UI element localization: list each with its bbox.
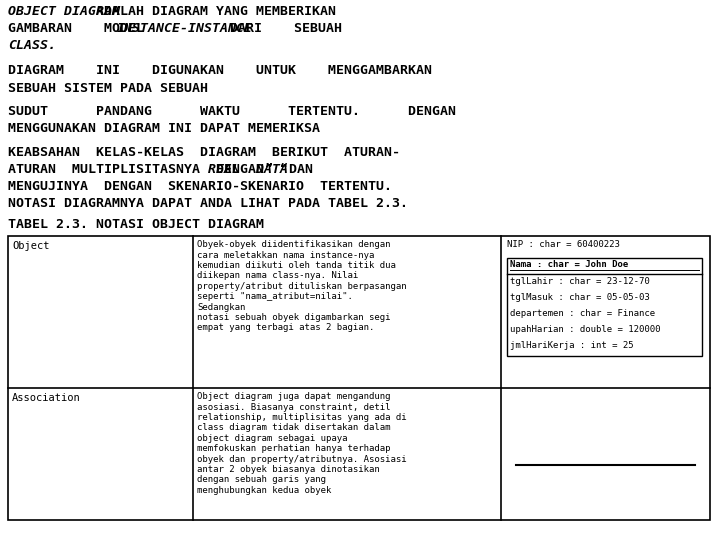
Text: tglLahir : char = 23-12-70: tglLahir : char = 23-12-70	[510, 277, 649, 286]
Text: NOTASI DIAGRAMNYA DAPAT ANDA LIHAT PADA TABEL 2.3.: NOTASI DIAGRAMNYA DAPAT ANDA LIHAT PADA …	[8, 197, 408, 210]
Text: Association: Association	[12, 393, 81, 403]
Text: Obyek-obyek diidentifikasikan dengan
cara meletakkan nama instance-nya
kemudian : Obyek-obyek diidentifikasikan dengan car…	[197, 240, 407, 333]
Text: SUDUT      PANDANG      WAKTU      TERTENTU.      DENGAN: SUDUT PANDANG WAKTU TERTENTU. DENGAN	[8, 105, 456, 118]
Text: tglMasuk : char = 05-05-03: tglMasuk : char = 05-05-03	[510, 293, 649, 302]
Text: MENGGUNAKAN DIAGRAM INI DAPAT MEMERIKSA: MENGGUNAKAN DIAGRAM INI DAPAT MEMERIKSA	[8, 122, 320, 136]
Text: NIP : char = 60400223: NIP : char = 60400223	[507, 240, 620, 249]
Text: SEBUAH SISTEM PADA SEBUAH: SEBUAH SISTEM PADA SEBUAH	[8, 82, 208, 94]
Text: KEABSAHAN  KELAS-KELAS  DIAGRAM  BERIKUT  ATURAN-: KEABSAHAN KELAS-KELAS DIAGRAM BERIKUT AT…	[8, 146, 400, 159]
Text: jmlHariKerja : int = 25: jmlHariKerja : int = 25	[510, 341, 634, 350]
Text: DIAGRAM    INI    DIGUNAKAN    UNTUK    MENGGAMBARKAN: DIAGRAM INI DIGUNAKAN UNTUK MENGGAMBARKA…	[8, 64, 432, 78]
Text: departemen : char = Finance: departemen : char = Finance	[510, 309, 655, 318]
Bar	[8, 236, 710, 520]
Text: ”  DAN: ” DAN	[265, 163, 313, 176]
Bar	[507, 258, 702, 356]
Text: DARI    SEBUAH: DARI SEBUAH	[214, 22, 341, 35]
Text: upahHarian : double = 120000: upahHarian : double = 120000	[510, 325, 660, 334]
Text: ADALAH DIAGRAM YANG MEMBERIKAN: ADALAH DIAGRAM YANG MEMBERIKAN	[88, 5, 336, 18]
Text: CLASS.: CLASS.	[8, 39, 56, 52]
Text: Object: Object	[12, 241, 50, 251]
Text: MENGUJINYA  DENGAN  SKENARIO-SKENARIO  TERTENTU.: MENGUJINYA DENGAN SKENARIO-SKENARIO TERT…	[8, 180, 392, 193]
Text: REAL  DATA: REAL DATA	[208, 163, 288, 176]
Text: Nama : char = John Doe: Nama : char = John Doe	[510, 260, 629, 269]
Text: TABEL 2.3. NOTASI OBJECT DIAGRAM: TABEL 2.3. NOTASI OBJECT DIAGRAM	[8, 218, 264, 231]
Text: Object diagram juga dapat mengandung
asosiasi. Biasanya constraint, detil
relati: Object diagram juga dapat mengandung aso…	[197, 392, 407, 495]
Text: GAMBARAN    MODEL: GAMBARAN MODEL	[8, 22, 160, 35]
Text: ATURAN  MULTIPLISITASNYA  DENGAN  “: ATURAN MULTIPLISITASNYA DENGAN “	[8, 163, 288, 176]
Text: INSTANCE-INSTANCE: INSTANCE-INSTANCE	[117, 22, 253, 35]
Text: OBJECT DIAGRAM: OBJECT DIAGRAM	[8, 5, 120, 18]
